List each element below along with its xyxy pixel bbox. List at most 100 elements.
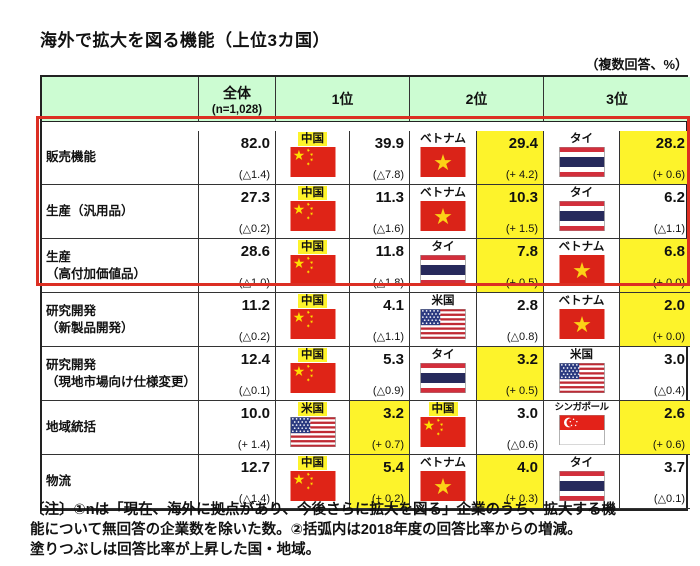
rank2-country-name: タイ [431, 241, 455, 253]
rank1-country-cell: 中国 [276, 293, 350, 347]
rank3-country-name: 米国 [570, 349, 593, 361]
rank1-value: 11.8 [375, 243, 404, 260]
rank1-country-name: 中国 [298, 186, 327, 201]
rank1-country-cell: 中国 [276, 347, 350, 401]
rank1-change: (△1.1) [372, 331, 404, 343]
rank3-country-name: ベトナム [558, 295, 605, 307]
rank3-country-cell: シンガポール [544, 401, 620, 455]
function-label: 研究開発 （現地市場向け仕様変更） [42, 347, 199, 401]
rank3-change: (+ 0.0) [652, 277, 685, 289]
header-rank3: 3位 [544, 77, 690, 122]
rank1-value: 39.9 [374, 135, 404, 152]
flag-thailand-icon [558, 471, 605, 502]
flag-singapore-icon [558, 414, 605, 446]
function-label: 販売機能 [42, 131, 199, 185]
overall-value: 27.3 [240, 189, 270, 206]
flag-china-icon [290, 471, 335, 502]
rank2-value-cell: 4.0 (+ 0.3) [477, 455, 544, 509]
flag-china-icon [290, 201, 335, 232]
overall-change: (△0.1) [238, 385, 270, 397]
rank3-value-cell: 6.2 (△1.1) [620, 185, 690, 239]
rank2-change: (+ 1.5) [505, 223, 538, 235]
rank2-value-cell: 3.0 (△0.6) [477, 401, 544, 455]
flag-china-icon [290, 255, 335, 286]
rank3-country-name: タイ [570, 133, 593, 145]
overall-change: (△0.2) [238, 331, 270, 343]
rank2-value: 2.8 [517, 297, 538, 314]
footnote-line-1: 〔注〕①nは「現在、海外に拠点があり、今後さらに拡大を図る」企業のうち、拡大する… [30, 502, 617, 518]
rank3-value: 28.2 [655, 135, 685, 152]
flag-vietnam-icon [420, 471, 466, 502]
overall-change: (△1.4) [238, 169, 270, 181]
multiple-answer-note: （複数回答、%） [585, 57, 688, 72]
rank3-value: 3.0 [664, 351, 685, 368]
rank3-country-cell: ベトナム [544, 293, 620, 347]
rank1-country-name: 中国 [298, 240, 327, 255]
rank2-change: (+ 0.5) [505, 385, 538, 397]
rank1-country-name: 中国 [298, 132, 327, 147]
rank1-change: (+ 0.7) [371, 439, 404, 451]
rank2-value-cell: 2.8 (△0.8) [477, 293, 544, 347]
flag-china-icon [290, 363, 335, 394]
function-label: 生産（汎用品） [42, 185, 199, 239]
rank1-country-name: 中国 [298, 294, 327, 309]
rank2-country-cell: タイ [410, 347, 477, 401]
rank3-country-cell: タイ [544, 455, 620, 509]
rank1-country-cell: 中国 [276, 239, 350, 293]
footnote-line-2: 能について無回答の企業数を除いた数。②括弧内は2018年度の回答比率からの増減。 [30, 522, 582, 538]
rank2-country-cell: ベトナム [410, 185, 477, 239]
rank2-change: (△0.8) [506, 331, 538, 343]
overall-value-cell: 11.2 (△0.2) [199, 293, 276, 347]
rank2-country-name: 米国 [431, 295, 455, 307]
page-title: 海外で拡大を図る機能（上位3カ国） [40, 31, 330, 50]
function-label: 物流 [42, 455, 199, 509]
rank2-value: 7.8 [517, 243, 538, 260]
rank1-country-name: 中国 [298, 456, 327, 471]
rank1-value: 3.2 [383, 405, 404, 422]
flag-thailand-icon [420, 363, 466, 394]
overall-value: 12.4 [240, 351, 270, 368]
function-label: 地域統括 [42, 401, 199, 455]
rank1-value: 11.3 [375, 189, 404, 206]
flag-vietnam-icon [420, 201, 466, 232]
header-empty-cell [42, 77, 199, 122]
rank2-country-cell: 中国 [410, 401, 477, 455]
overall-value-cell: 12.4 (△0.1) [199, 347, 276, 401]
rank2-change: (+ 0.5) [505, 277, 538, 289]
rank1-change: (△7.8) [372, 169, 404, 181]
rank2-change: (△0.6) [506, 439, 538, 451]
rank1-change: (+ 0.2) [371, 493, 404, 505]
overall-change: (+ 1.4) [237, 439, 270, 451]
rank2-country-name: 中国 [428, 402, 458, 417]
rank1-change: (△0.9) [372, 385, 404, 397]
flag-thailand-icon [558, 201, 605, 232]
overall-change: (△0.2) [238, 223, 270, 235]
overall-value: 10.0 [240, 405, 270, 422]
rank3-change: (+ 0.6) [652, 439, 685, 451]
rank1-value-cell: 39.9 (△7.8) [350, 131, 410, 185]
rank2-value: 4.0 [517, 459, 538, 476]
rank3-country-name: ベトナム [558, 241, 605, 253]
rank3-value-cell: 28.2 (+ 0.6) [620, 131, 690, 185]
overall-value-cell: 10.0 (+ 1.4) [199, 401, 276, 455]
rank2-change: (+ 0.3) [505, 493, 538, 505]
rank2-value: 10.3 [508, 189, 538, 206]
overall-value: 12.7 [240, 459, 270, 476]
rank3-country-cell: 米国 [544, 347, 620, 401]
rank2-value-cell: 3.2 (+ 0.5) [477, 347, 544, 401]
rank3-value-cell: 2.6 (+ 0.6) [620, 401, 690, 455]
footnote-line-3: 塗りつぶしは回答比率が上昇した国・地域。 [30, 542, 321, 558]
rank1-value: 5.3 [383, 351, 404, 368]
flag-china-icon [290, 147, 335, 178]
flag-vietnam-icon [420, 147, 466, 178]
rank1-value-cell: 5.4 (+ 0.2) [350, 455, 410, 509]
rank3-country-cell: タイ [544, 131, 620, 185]
rank2-value: 29.4 [508, 135, 538, 152]
rank2-value-cell: 29.4 (+ 4.2) [477, 131, 544, 185]
overall-value: 82.0 [240, 135, 270, 152]
header-rank1: 1位 [276, 77, 410, 122]
header-overall: 全体 (n=1,028) [199, 77, 276, 122]
rank3-value: 2.6 [664, 405, 685, 422]
overall-change: (△1.0) [238, 277, 270, 289]
